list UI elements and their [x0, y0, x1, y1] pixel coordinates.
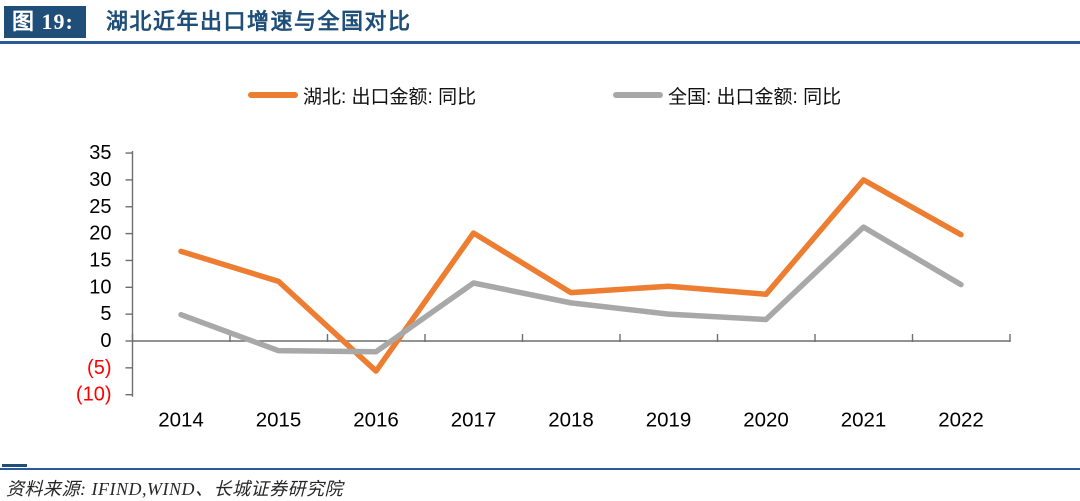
y-axis-label: 15 — [89, 249, 111, 271]
legend-item-national: 全国: 出口金额: 同比 — [613, 84, 842, 108]
y-axis-label: 20 — [89, 223, 111, 245]
y-axis-label: (10) — [76, 384, 112, 406]
y-axis-label: 35 — [89, 142, 111, 164]
footer-divider — [0, 468, 1080, 470]
y-axis-label: 5 — [100, 303, 111, 325]
figure-number-badge: 图 19: — [4, 6, 86, 38]
national-line-swatch — [613, 92, 663, 98]
x-axis-label: 2016 — [353, 409, 399, 432]
y-axis-label: (5) — [87, 357, 111, 379]
x-axis-label: 2020 — [743, 409, 789, 432]
x-axis-label: 2022 — [938, 409, 984, 432]
hubei-line-swatch — [248, 92, 298, 98]
x-axis-label: 2014 — [158, 409, 204, 432]
figure-number-label: 图 19: — [12, 9, 74, 34]
legend-label-national: 全国: 出口金额: 同比 — [668, 86, 842, 108]
footer-divider-accent — [2, 464, 27, 467]
x-axis-label: 2017 — [451, 409, 497, 432]
figure-title: 湖北近年出口增速与全国对比 — [106, 9, 412, 34]
source-note: 资料来源: IFIND,WIND、长城证券研究院 — [6, 479, 343, 499]
x-axis-label: 2021 — [841, 409, 887, 432]
series-line-national — [178, 224, 964, 355]
y-axis-label: 10 — [89, 276, 111, 298]
y-axis-label: 0 — [100, 330, 111, 352]
x-axis-label: 2015 — [256, 409, 302, 432]
legend-label-hubei: 湖北: 出口金额: 同比 — [303, 86, 477, 108]
legend-item-hubei: 湖北: 出口金额: 同比 — [248, 84, 477, 108]
x-axis-label: 2019 — [646, 409, 692, 432]
series-line-hubei — [178, 177, 964, 374]
header-divider — [0, 41, 1080, 44]
y-axis-label: 30 — [89, 169, 111, 191]
y-axis-label: 25 — [89, 196, 111, 218]
x-axis-label: 2018 — [548, 409, 594, 432]
